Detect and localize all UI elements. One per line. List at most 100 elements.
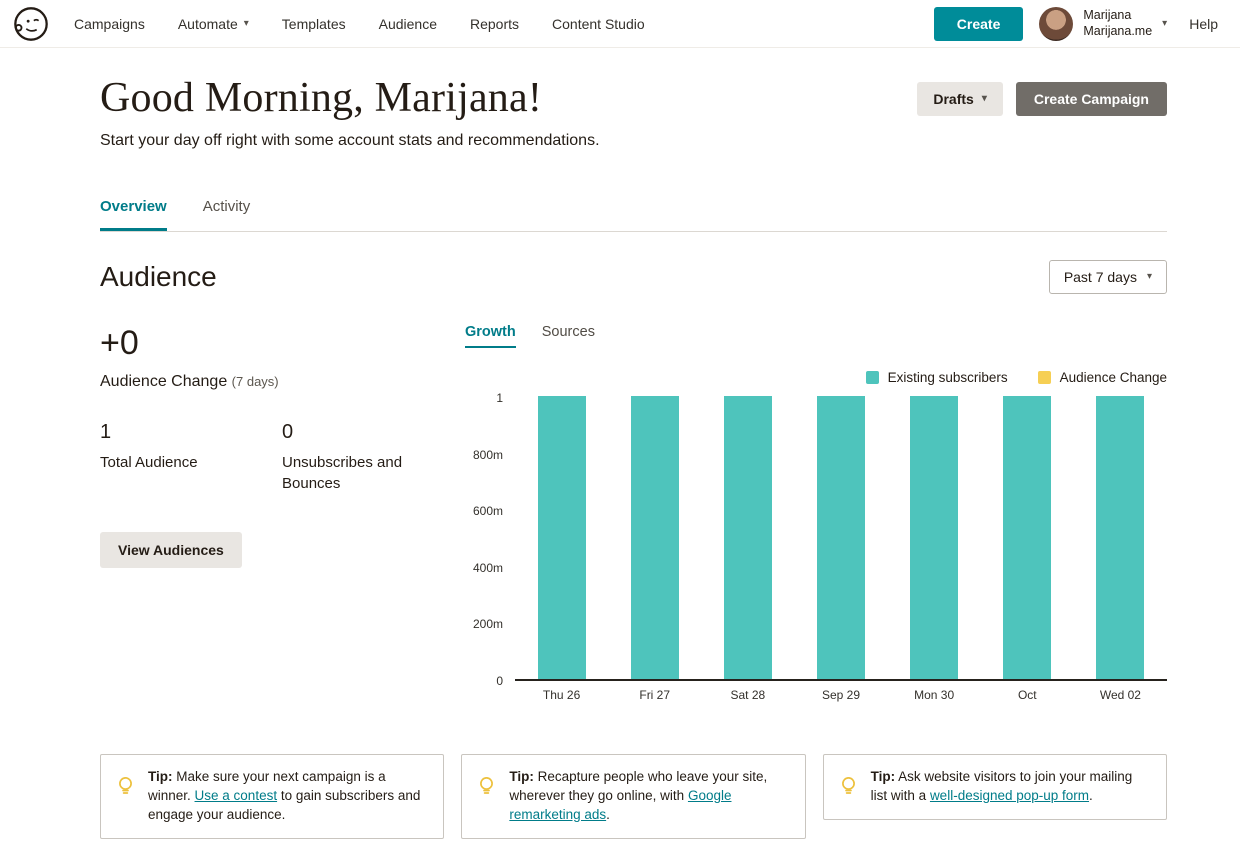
x-axis-tick-label: Mon 30 (914, 688, 955, 702)
bar-group (1074, 396, 1167, 679)
chevron-down-icon: ▾ (243, 17, 249, 29)
create-button[interactable]: Create (933, 6, 1024, 41)
y-axis-tick-label: 0 (496, 674, 503, 688)
x-axis-tick-label: Thu 26 (542, 688, 581, 702)
lightbulb-icon (117, 776, 134, 825)
y-axis-tick-label: 600m (472, 504, 503, 519)
tips-row: Tip: Make sure your next campaign is a w… (100, 754, 1167, 849)
tip-card-contest: Tip: Make sure your next campaign is a w… (100, 754, 445, 839)
page-subtitle: Start your day off right with some accou… (100, 132, 600, 149)
bar-group (608, 396, 701, 679)
lightbulb-icon (478, 776, 495, 825)
account-text: Marijana Marijana.me (1083, 8, 1152, 39)
tab-overview[interactable]: Overview (100, 198, 167, 231)
chevron-down-icon: ▾ (1146, 271, 1152, 282)
chart-bar[interactable] (816, 396, 865, 679)
chart-bars (515, 396, 1167, 679)
audience-change-label: Audience Change (7 days) (100, 373, 279, 390)
tip-link-popup-form[interactable]: well-designed pop-up form (929, 787, 1090, 803)
nav-item-automate[interactable]: Automate ▾ (177, 15, 249, 32)
nav-item-templates[interactable]: Templates (281, 15, 346, 32)
page-title: Good Morning, Marijana! (100, 75, 543, 121)
chart-bar[interactable] (537, 396, 586, 679)
total-audience-value: 1 (100, 421, 112, 443)
chevron-down-icon: ▾ (1162, 17, 1168, 29)
audience-change-sublabel: (7 days) (231, 374, 279, 389)
create-campaign-button[interactable]: Create Campaign (1015, 82, 1167, 116)
chart-legend: Existing subscribers Audience Change (465, 370, 1167, 385)
legend-label: Audience Change (1059, 370, 1167, 385)
account-domain: Marijana.me (1083, 23, 1153, 38)
lightbulb-icon (840, 776, 857, 806)
audience-chart-section: Growth Sources Existing subscribers Audie… (465, 324, 1167, 702)
tip-card-remarketing: Tip: Recapture people who leave your sit… (461, 754, 806, 839)
y-axis-tick-label: 800m (472, 447, 503, 462)
unsubscribes-label: Unsubscribes and Bounces (282, 454, 403, 492)
avatar (1039, 6, 1074, 41)
legend-item: Audience Change (1037, 370, 1167, 385)
drafts-button[interactable]: Drafts ▾ (917, 82, 1003, 116)
legend-swatch (865, 371, 879, 384)
bar-group (888, 396, 981, 679)
tab-growth[interactable]: Growth (465, 324, 516, 348)
audience-change-value: +0 (100, 324, 139, 362)
bar-group (701, 396, 794, 679)
total-audience-label: Total Audience (100, 454, 198, 471)
account-menu[interactable]: Marijana Marijana.me ▾ (1039, 6, 1168, 41)
main-content: Good Morning, Marijana! Start your day o… (100, 74, 1167, 849)
tip-text: Tip: Ask website visitors to join your m… (870, 769, 1133, 803)
chart-bar[interactable] (630, 396, 679, 679)
greeting-row: Good Morning, Marijana! Start your day o… (100, 74, 1167, 150)
unsubscribes-stat: 0 Unsubscribes and Bounces (282, 421, 464, 494)
bar-group (794, 396, 887, 679)
nav-item-audience[interactable]: Audience (378, 15, 437, 32)
audience-stats: +0 Audience Change (7 days) 1 Total Audi… (100, 324, 465, 702)
nav-item-reports[interactable]: Reports (470, 15, 520, 32)
greeting: Good Morning, Marijana! Start your day o… (100, 74, 600, 150)
chart-bar[interactable] (1003, 396, 1052, 679)
legend-item: Existing subscribers (865, 370, 1008, 385)
tab-sources[interactable]: Sources (541, 324, 595, 340)
top-navigation: Campaigns Automate ▾ Templates Audience R… (0, 0, 1240, 48)
help-link[interactable]: Help (1189, 15, 1218, 32)
mailchimp-logo-icon[interactable] (12, 5, 50, 43)
tip-text: Tip: Make sure your next campaign is a w… (148, 769, 421, 822)
x-axis-tick-label: Sat 28 (730, 688, 766, 702)
primary-nav: Campaigns Automate ▾ Templates Audience R… (74, 16, 645, 32)
x-axis-tick-label: Oct (1017, 688, 1037, 702)
chevron-down-icon: ▾ (981, 93, 987, 104)
tip-text: Tip: Recapture people who leave your sit… (509, 769, 768, 822)
chart-bar[interactable] (1096, 396, 1145, 679)
chart-tabs: Growth Sources (465, 324, 1167, 348)
nav-item-campaigns[interactable]: Campaigns (74, 15, 145, 32)
audience-content: +0 Audience Change (7 days) 1 Total Audi… (100, 324, 1167, 702)
x-axis-tick-label: Fri 27 (639, 688, 671, 702)
x-axis-tick-label: Sep 29 (821, 688, 861, 702)
topnav-right: Create Marijana Marijana.me ▾ Help (933, 6, 1218, 41)
tip-card-popup-form: Tip: Ask website visitors to join your m… (822, 754, 1167, 820)
stats-pair: 1 Total Audience 0 Unsubscribes and Boun… (100, 421, 465, 494)
chart-bar[interactable] (910, 396, 959, 679)
date-range-dropdown[interactable]: Past 7 days ▾ (1048, 260, 1167, 294)
tab-activity[interactable]: Activity (202, 198, 251, 215)
unsubscribes-value: 0 (282, 421, 294, 443)
nav-item-content-studio[interactable]: Content Studio (552, 15, 645, 32)
greeting-actions: Drafts ▾ Create Campaign (917, 82, 1167, 116)
chart-plot-wrap: Thu 26 Fri 27 Sat 28 Sep 29 Mon 30 Oct Wed 02 (515, 396, 1167, 702)
x-axis-tick-label: Wed 02 (1099, 688, 1141, 702)
legend-swatch (1037, 371, 1051, 384)
total-audience-stat: 1 Total Audience (100, 421, 282, 494)
tip-link-use-a-contest[interactable]: Use a contest (194, 787, 278, 803)
audience-header: Audience Past 7 days ▾ (100, 260, 1167, 294)
view-audiences-button[interactable]: View Audiences (100, 532, 242, 568)
chart-x-labels: Thu 26 Fri 27 Sat 28 Sep 29 Mon 30 Oct Wed 02 (515, 688, 1167, 702)
dashboard-tabs: Overview Activity (100, 198, 1167, 232)
chart-bar[interactable] (723, 396, 772, 679)
bar-group (981, 396, 1074, 679)
legend-label: Existing subscribers (887, 370, 1008, 385)
bar-chart: 0 200m 400m 600m 800m 1 Thu 26 Fri 27 Sat 28 Sep… (465, 391, 1167, 702)
audience-title: Audience (100, 261, 217, 292)
account-name: Marijana (1083, 7, 1132, 22)
y-axis-tick-label: 1 (496, 391, 503, 405)
chart-plot (515, 396, 1167, 681)
